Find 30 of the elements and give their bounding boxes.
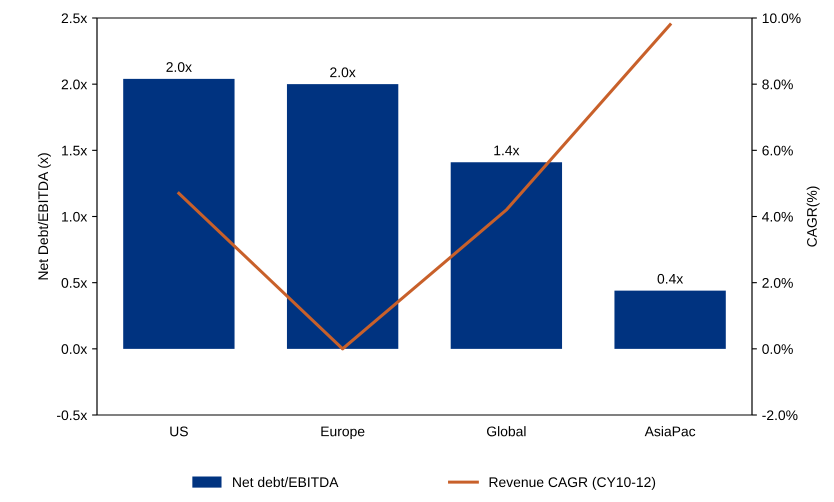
y2-tick-label: 4.0% [762,212,793,222]
y-tick-label: 1.5x [62,146,88,156]
bar [450,162,562,349]
y-tick-label: 2.0x [62,80,88,90]
bar [286,84,398,349]
data-label: 0.4x [658,274,684,284]
x-tick-label: Global [487,426,526,436]
y2-tick-label: -2.0% [762,410,798,420]
data-label: 1.4x [494,146,520,156]
y2-tick-label: 6.0% [762,146,793,156]
data-label: 2.0x [330,67,356,78]
y2-tick-label: 10.0% [762,13,801,24]
x-tick-label: Europe [321,426,364,440]
y2-axis-title: CAGR(%) [806,186,820,247]
bar [123,78,235,349]
legend-label: Net debt/EBITDA [233,476,338,488]
y2-tick-label: 8.0% [762,80,793,90]
y-axis-title: Net Debt/EBITDA (x) [38,153,51,280]
y2-tick-label: 2.0% [762,278,793,288]
y2-tick-label: 0.0% [762,344,793,354]
legend-label: Revenue CAGR (CY10-12) [490,476,656,490]
data-label: 2.0x [166,62,192,72]
y-tick-label: -0.5x [57,410,88,420]
x-tick-label: US [170,426,188,436]
y-tick-label: 0.0x [62,344,88,354]
y-tick-label: 0.5x [62,278,88,288]
y-tick-label: 1.0x [62,212,88,222]
x-tick-label: AsiaPac [644,426,696,436]
bar [614,290,726,349]
y-tick-label: 2.5x [62,13,88,24]
